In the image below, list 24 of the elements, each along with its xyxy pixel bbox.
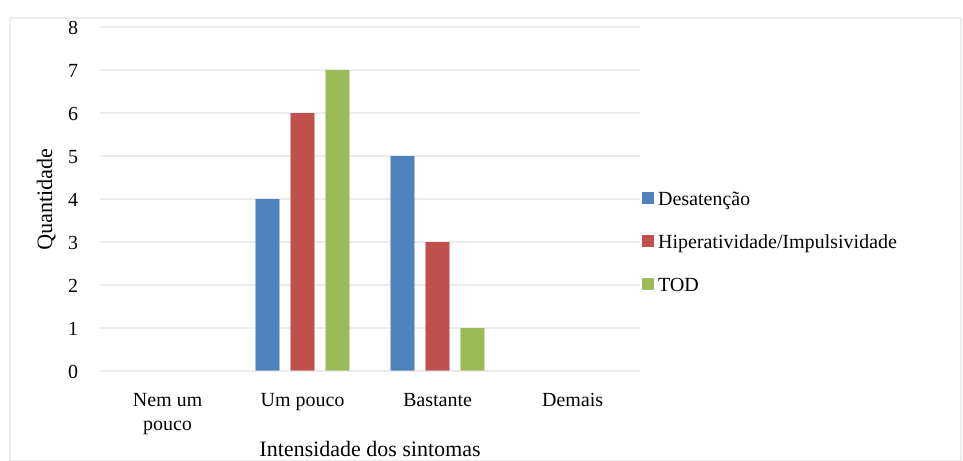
y-tick-label: 2	[68, 275, 78, 297]
bar	[290, 113, 314, 371]
x-axis-title: Intensidade dos sintomas	[259, 436, 481, 461]
x-tick-label: Demais	[542, 389, 604, 411]
legend-label: TOD	[658, 274, 699, 296]
y-tick-label: 0	[68, 361, 78, 383]
bar	[256, 199, 280, 371]
y-tick-label: 4	[68, 189, 78, 211]
x-tick-label: Bastante	[403, 389, 472, 411]
bar	[460, 328, 484, 371]
x-tick-label: Nem um pouco	[132, 389, 203, 435]
legend-label: Hiperatividade/Impulsividade	[658, 231, 897, 253]
bar	[326, 70, 350, 371]
y-axis-title: Quantidade	[32, 148, 57, 250]
bar	[426, 242, 450, 371]
y-tick-label: 3	[68, 232, 78, 254]
y-tick-label: 7	[68, 60, 78, 82]
y-tick-label: 6	[68, 103, 78, 125]
x-tick-label: Um pouco	[260, 389, 344, 411]
bar	[390, 156, 414, 371]
y-tick-label: 5	[68, 146, 78, 168]
y-tick-label: 1	[68, 318, 78, 340]
legend-label: Desatenção	[658, 188, 750, 210]
y-tick-label: 8	[68, 17, 78, 39]
